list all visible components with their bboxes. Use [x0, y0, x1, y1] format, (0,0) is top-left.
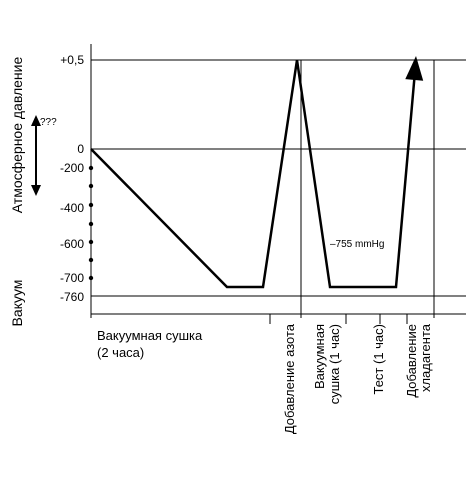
dot-marker [88, 183, 94, 189]
y-tick-label: -600 [60, 237, 84, 251]
dot-marker [88, 221, 94, 227]
dotted-markers [88, 165, 94, 281]
y-tick-labels: +0,5 0 -200 -400 -600 -700 -760 [60, 53, 84, 304]
phase-label: Добавление азота [282, 323, 297, 434]
dot-marker [88, 257, 94, 263]
y-tick-label: -700 [60, 271, 84, 285]
y-tick-label: 0 [77, 142, 84, 156]
end-arrow-icon [405, 56, 424, 81]
y-tick-label: +0,5 [60, 53, 84, 67]
phase-label: Вакуумная сушка [97, 328, 203, 343]
y-tick-label: -200 [60, 161, 84, 175]
vacuum-annotation: –755 mmHg [330, 239, 384, 250]
phase-label: Добавление [404, 324, 419, 398]
grid-lines [90, 44, 466, 318]
dot-marker [88, 239, 94, 245]
atm-marker-label: ??? [40, 117, 57, 128]
phase-label: Вакуумная [312, 324, 327, 389]
y-label-atmospheric: Атмосферное давление [9, 57, 25, 214]
phase-label: сушка (1 час) [327, 324, 342, 404]
y-tick-label: -400 [60, 201, 84, 215]
phase-label: Тест (1 час) [371, 324, 386, 395]
double-arrow-icon [31, 115, 41, 196]
phase-label: хладагента [418, 323, 433, 392]
phase-label: (2 часа) [97, 345, 144, 360]
y-label-vacuum: Вакуум [9, 280, 25, 327]
pressure-series-line [90, 59, 417, 289]
dot-marker [88, 202, 94, 208]
phase-ticks [269, 314, 408, 324]
dot-marker [88, 165, 94, 171]
y-tick-label: -760 [60, 290, 84, 304]
dot-marker [88, 275, 94, 281]
